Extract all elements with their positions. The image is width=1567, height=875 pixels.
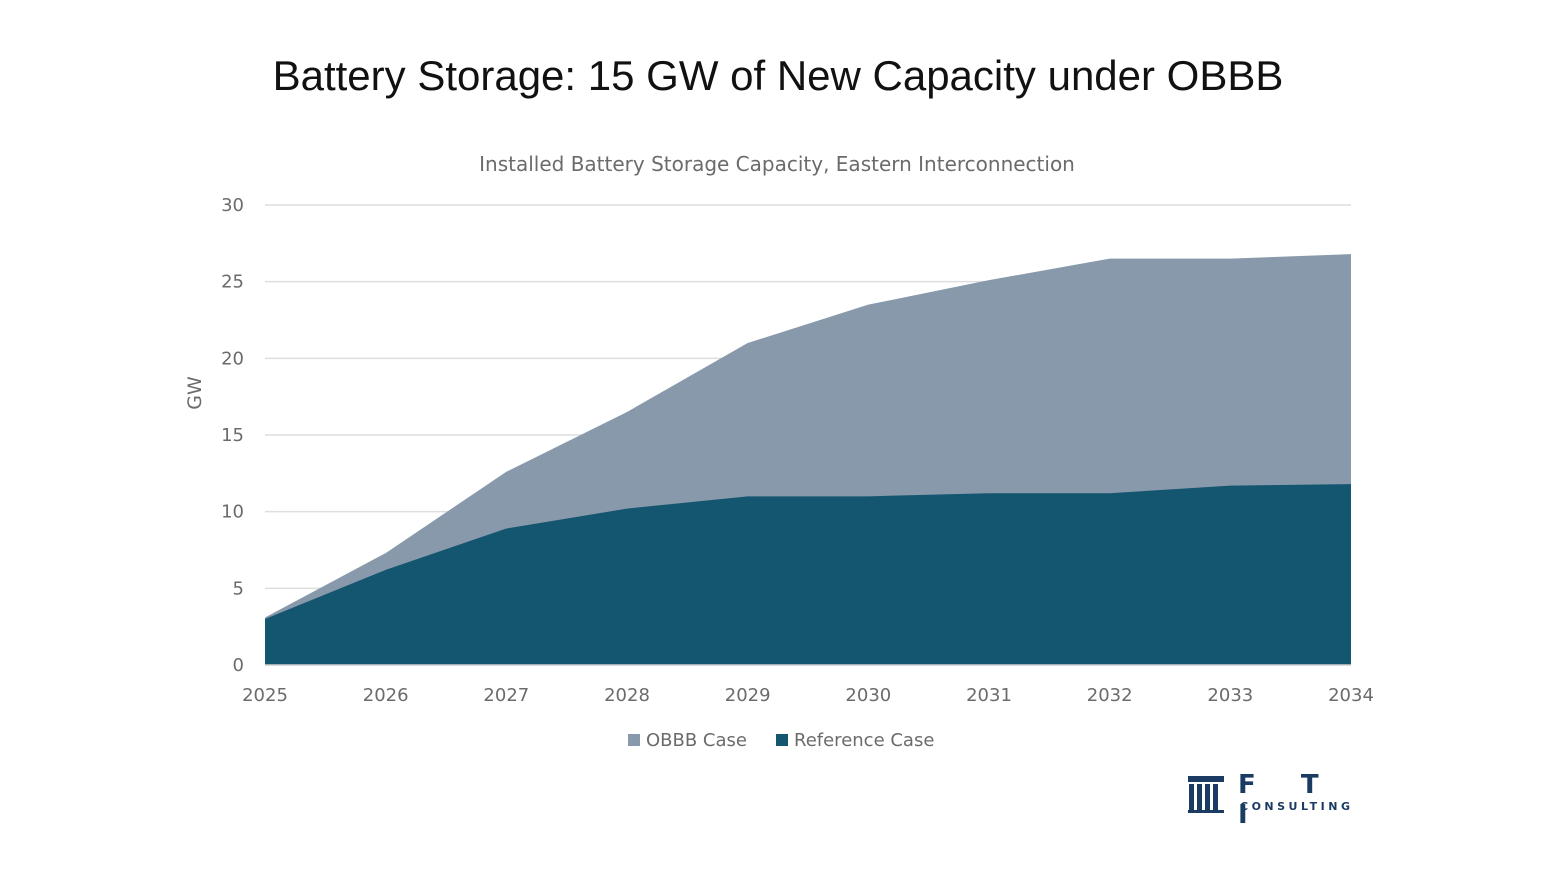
x-tick-2025: 2025 — [242, 685, 288, 706]
x-tick-2033: 2033 — [1207, 685, 1253, 706]
x-axis-ticks: 2025 2026 2027 2028 2029 2030 2031 2032 2033 2034 — [242, 685, 1374, 706]
x-tick-2031: 2031 — [966, 685, 1012, 706]
y-tick-20: 20 — [221, 348, 244, 369]
page-title: Battery Storage: 15 GW of New Capacity u… — [272, 52, 1284, 99]
series-areas — [265, 254, 1351, 666]
y-axis-label: GW — [184, 376, 206, 410]
x-tick-2026: 2026 — [363, 685, 409, 706]
legend-label-1: Reference Case — [794, 730, 934, 751]
x-tick-2032: 2032 — [1087, 685, 1133, 706]
logo-subtitle: CONSULTING — [1240, 800, 1354, 813]
y-tick-0: 0 — [233, 655, 244, 676]
x-tick-2034: 2034 — [1328, 685, 1374, 706]
area-reference-case — [265, 484, 1351, 665]
x-tick-2028: 2028 — [604, 685, 650, 706]
legend-label-0: OBBB Case — [646, 730, 747, 751]
logo-wordmark: F T I — [1238, 770, 1337, 830]
y-tick-30: 30 — [221, 195, 244, 216]
y-tick-25: 25 — [221, 272, 244, 293]
legend-swatch-1 — [776, 734, 788, 746]
chart-title: Installed Battery Storage Capacity, East… — [479, 152, 1075, 176]
x-tick-2027: 2027 — [483, 685, 529, 706]
legend: OBBB Case Reference Case — [628, 730, 934, 751]
y-tick-5: 5 — [233, 578, 244, 599]
fti-logo: F T I CONSULTING — [1186, 770, 1366, 830]
building-icon — [1188, 776, 1224, 813]
y-axis-ticks: 0 5 10 15 20 25 30 — [221, 195, 244, 676]
y-tick-10: 10 — [221, 502, 244, 523]
y-tick-15: 15 — [221, 425, 244, 446]
legend-swatch-0 — [628, 734, 640, 746]
x-tick-2030: 2030 — [845, 685, 891, 706]
x-tick-2029: 2029 — [725, 685, 771, 706]
